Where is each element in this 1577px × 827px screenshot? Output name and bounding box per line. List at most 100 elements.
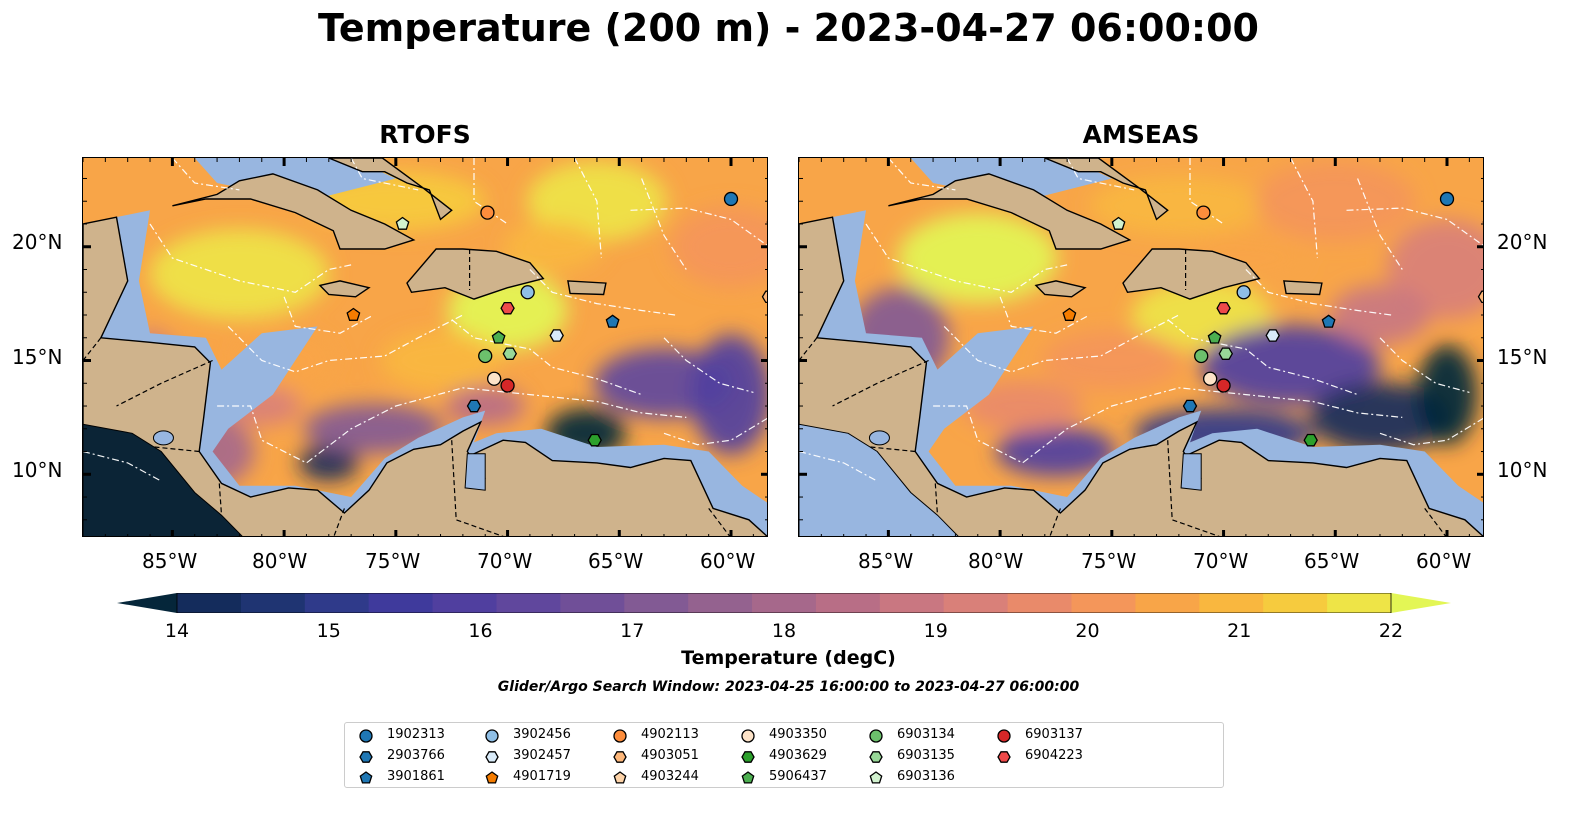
float-marker-6903134[interactable] — [478, 348, 493, 364]
legend-marker-3902456[interactable] — [485, 729, 499, 743]
legend-label: 3902457 — [513, 748, 571, 763]
lake-maracaibo — [1180, 453, 1202, 491]
legend-label: 5906437 — [769, 769, 827, 784]
circle-marker-icon — [359, 729, 373, 743]
legend-marker-6903136[interactable] — [869, 771, 883, 784]
colorbar-segment — [1327, 593, 1392, 613]
circle-marker-icon — [869, 729, 883, 743]
legend-marker-4901719[interactable] — [485, 771, 499, 784]
colorbar-segment — [496, 593, 561, 613]
lake-maracaibo — [464, 453, 486, 491]
float-marker-4903051[interactable] — [1477, 290, 1485, 304]
colorbar-extend-low — [117, 593, 177, 613]
float-marker-4903629[interactable] — [587, 433, 602, 447]
legend-marker-3902457[interactable] — [485, 751, 499, 763]
colorbar-tick-label: 21 — [1227, 620, 1252, 642]
legend-marker-4903051[interactable] — [613, 751, 627, 763]
float-marker-4903244[interactable] — [766, 218, 768, 230]
colorbar-segment — [304, 593, 370, 613]
float-marker-2903766[interactable] — [1182, 399, 1198, 413]
legend-marker-6903137[interactable] — [997, 729, 1011, 743]
float-marker-3901861[interactable] — [1321, 314, 1336, 328]
legend-marker-4903629[interactable] — [741, 751, 755, 763]
lon-tick-75-right: 75°W — [1081, 549, 1137, 573]
lon-tick-60-right: 60°W — [1416, 549, 1472, 573]
float-marker-6903136[interactable] — [1111, 216, 1126, 230]
colorbar-segment — [752, 593, 817, 613]
lat-tick-20-right: 20°N — [1497, 230, 1548, 254]
eez-boundary-1 — [943, 314, 1180, 373]
country-border-0 — [116, 359, 213, 407]
legend-label: 4903051 — [641, 748, 699, 763]
float-marker-3902456[interactable] — [1236, 285, 1251, 300]
float-marker-6903136[interactable] — [395, 216, 410, 230]
colorbar-tick-label: 14 — [164, 620, 190, 642]
float-marker-3902457[interactable] — [1265, 329, 1280, 342]
float-marker-4903350[interactable] — [1203, 371, 1218, 386]
float-marker-3902457[interactable] — [549, 329, 564, 342]
legend-label: 6904223 — [1025, 748, 1083, 763]
eez-boundary-2 — [999, 296, 1090, 334]
float-marker-4903629[interactable] — [1303, 433, 1318, 447]
eez-boundary-3 — [217, 387, 687, 464]
float-marker-4903051[interactable] — [761, 290, 769, 304]
colorbar-segment — [368, 593, 434, 613]
legend-label: 4903629 — [769, 748, 827, 763]
eez-boundary-8 — [1357, 178, 1403, 270]
eez-boundary-0 — [865, 223, 1068, 293]
eez-boundary-10 — [887, 158, 956, 191]
float-marker-6903134[interactable] — [1194, 348, 1209, 364]
eez-boundary-13 — [799, 450, 878, 482]
map-amseas[interactable] — [798, 157, 1484, 537]
eez-boundary-11 — [473, 158, 508, 225]
float-marker-6903137[interactable] — [500, 378, 515, 393]
colorbar-tick-label: 16 — [468, 620, 493, 642]
legend-marker-5906437[interactable] — [741, 771, 755, 784]
colorbar-segment — [943, 593, 1009, 613]
search-window-subtitle: Glider/Argo Search Window: 2023-04-25 16… — [497, 679, 1080, 695]
legend-marker-6904223[interactable] — [997, 751, 1011, 763]
float-marker-5906437[interactable] — [1207, 330, 1222, 344]
float-marker-2903766[interactable] — [466, 399, 482, 413]
float-marker-6903135[interactable] — [1218, 347, 1234, 360]
float-marker-6904223[interactable] — [500, 301, 515, 315]
legend-marker-4903350[interactable] — [741, 729, 755, 743]
lon-tick-85-right: 85°W — [858, 549, 914, 573]
float-marker-4902113[interactable] — [1196, 205, 1211, 220]
float-marker-4903350[interactable] — [487, 371, 502, 386]
legend-marker-4903244[interactable] — [613, 771, 627, 784]
legend-marker-6903135[interactable] — [869, 751, 883, 763]
float-marker-4903244[interactable] — [1482, 218, 1484, 230]
legend-label: 6903137 — [1025, 727, 1083, 742]
lon-tick-70-left: 70°W — [477, 549, 533, 573]
eez-boundary-7 — [1346, 207, 1483, 247]
legend-marker-1902313[interactable] — [359, 729, 373, 743]
float-marker-5906437[interactable] — [491, 330, 506, 344]
map-rtofs[interactable] — [82, 157, 768, 537]
colorbar-extend-high — [1391, 593, 1451, 613]
lat-tick-15-right: 15°N — [1497, 345, 1548, 369]
legend-marker-2903766[interactable] — [359, 751, 373, 763]
hexagon-marker-icon — [997, 751, 1011, 763]
legend-marker-3901861[interactable] — [359, 771, 373, 784]
legend-label: 6903134 — [897, 727, 955, 742]
float-marker-6903135[interactable] — [502, 347, 518, 360]
legend-marker-6903134[interactable] — [869, 729, 883, 743]
lat-tick-10-right: 10°N — [1497, 458, 1548, 482]
pentagon-marker-icon — [485, 771, 499, 784]
legend-marker-4902113[interactable] — [613, 729, 627, 743]
lake-nicaragua — [868, 430, 890, 446]
country-border-6 — [708, 508, 731, 536]
float-marker-1902313[interactable] — [1439, 191, 1455, 207]
float-marker-4902113[interactable] — [480, 205, 495, 220]
float-marker-6903137[interactable] — [1216, 378, 1231, 393]
colorbar-tick-label: 22 — [1378, 620, 1404, 642]
legend-label: 3901861 — [387, 769, 445, 784]
float-marker-1902313[interactable] — [723, 191, 739, 207]
float-marker-4901719[interactable] — [346, 307, 361, 321]
float-marker-3901861[interactable] — [605, 314, 620, 328]
float-marker-4901719[interactable] — [1062, 307, 1077, 321]
float-marker-6904223[interactable] — [1216, 301, 1231, 315]
colorbar-tick-label: 19 — [923, 620, 948, 642]
float-marker-3902456[interactable] — [520, 285, 535, 300]
